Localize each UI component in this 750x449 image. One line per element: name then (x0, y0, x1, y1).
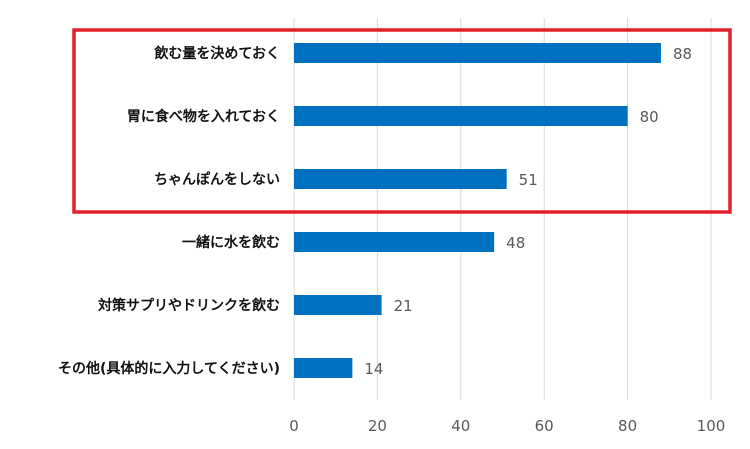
x-tick-label: 20 (368, 417, 387, 435)
x-tick-label: 80 (618, 417, 637, 435)
data-label: 51 (519, 171, 538, 189)
x-tick-label: 60 (535, 417, 554, 435)
x-tick-label: 0 (289, 417, 299, 435)
category-label: 胃に食べ物を入れておく (127, 108, 280, 125)
x-tick-label: 40 (451, 417, 470, 435)
data-label: 80 (640, 108, 659, 126)
x-axis-ticks: 0 20 40 60 80 100 (289, 417, 725, 435)
bar (294, 232, 495, 252)
category-label: 飲む量を決めておく (153, 45, 280, 62)
data-label: 14 (364, 360, 383, 378)
category-label: ちゃんぽんをしない (154, 171, 280, 188)
data-label: 88 (673, 45, 692, 63)
bar (294, 295, 382, 315)
category-labels: 飲む量を決めておく胃に食べ物を入れておくちゃんぽんをしない一緒に水を飲む対策サプ… (58, 45, 280, 377)
x-tick-label: 100 (697, 417, 726, 435)
category-label: 対策サプリやドリンクを飲む (97, 297, 280, 314)
bar (294, 169, 507, 189)
bar (294, 358, 353, 378)
category-label: その他(具体的に入力してください) (58, 360, 280, 377)
bar (294, 106, 628, 126)
data-label: 21 (394, 297, 413, 315)
bar (294, 43, 661, 63)
data-label: 48 (506, 234, 525, 252)
gridlines (293, 18, 712, 400)
category-label: 一緒に水を飲む (182, 234, 280, 251)
bars (294, 43, 661, 378)
value-labels: 88 80 51 48 21 14 (364, 45, 692, 378)
highlight-box (72, 28, 732, 214)
